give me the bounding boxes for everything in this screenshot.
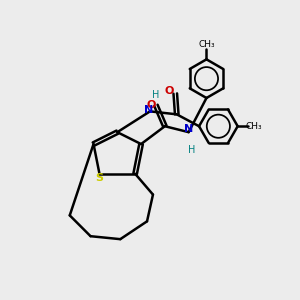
Text: O: O xyxy=(165,85,174,96)
Text: CH₃: CH₃ xyxy=(198,40,215,49)
Text: H: H xyxy=(152,90,160,100)
Text: N: N xyxy=(184,124,193,134)
Text: N: N xyxy=(144,105,153,115)
Text: S: S xyxy=(95,173,104,183)
Text: H: H xyxy=(188,145,195,155)
Text: CH₃: CH₃ xyxy=(246,122,262,131)
Text: O: O xyxy=(147,100,156,110)
